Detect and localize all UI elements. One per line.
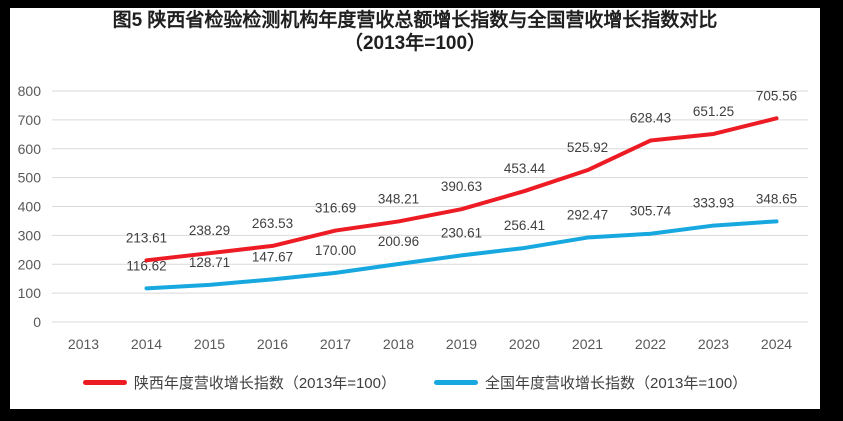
y-axis-tick-label: 300 (18, 227, 42, 243)
x-axis-tick-label: 2016 (257, 336, 288, 352)
data-label-national: 200.96 (378, 234, 419, 249)
data-label-shaanxi: 628.43 (630, 111, 671, 126)
y-axis-tick-label: 700 (18, 112, 42, 128)
y-axis-tick-label: 200 (18, 256, 42, 272)
x-axis-tick-label: 2020 (509, 336, 540, 352)
x-axis-tick-label: 2023 (698, 336, 729, 352)
y-axis-tick-label: 100 (18, 285, 42, 301)
legend-item-shaanxi: 陕西年度营收增长指数（2013年=100） (82, 372, 396, 393)
y-axis-tick-label: 800 (18, 83, 42, 99)
x-axis-tick-label: 2024 (761, 336, 792, 352)
chart-title: 图5 陕西省检验检测机构年度营收总额增长指数与全国营收增长指数对比 （2013年… (10, 9, 820, 55)
series-line-national (144, 219, 779, 291)
x-axis-tick-label: 2015 (194, 336, 225, 352)
data-label-national: 128.71 (189, 255, 230, 270)
x-axis-tick-label: 2014 (131, 336, 162, 352)
data-label-shaanxi: 238.29 (189, 223, 230, 238)
data-label-national: 305.74 (630, 204, 672, 219)
legend-label-national: 全国年度营收增长指数（2013年=100） (485, 374, 748, 392)
data-label-national: 230.61 (441, 225, 482, 240)
legend-swatch-national (434, 379, 478, 385)
data-label-national: 116.62 (126, 258, 166, 273)
data-label-national: 333.93 (693, 196, 734, 211)
x-axis-tick-label: 2019 (446, 336, 477, 352)
series-line-shaanxi (144, 116, 779, 263)
x-axis-tick-label: 2018 (383, 336, 414, 352)
y-axis-tick-label: 500 (18, 170, 42, 186)
x-axis-tick-label: 2013 (68, 336, 99, 352)
data-label-shaanxi: 651.25 (693, 104, 734, 119)
y-axis-tick-label: 400 (18, 199, 42, 215)
x-axis-tick-label: 2017 (320, 336, 351, 352)
chart-title-line2: （2013年=100） (343, 33, 487, 54)
legend-item-national: 全国年度营收增长指数（2013年=100） (434, 372, 747, 393)
data-label-national: 256.41 (504, 218, 545, 233)
legend: 陕西年度营收增长指数（2013年=100） 全国年度营收增长指数（2013年=1… (10, 371, 820, 393)
data-label-national: 147.67 (252, 249, 293, 264)
chart-canvas (10, 8, 820, 409)
legend-swatch-shaanxi (82, 379, 127, 385)
x-axis-tick-label: 2021 (572, 336, 603, 352)
y-axis-tick-label: 600 (18, 141, 42, 157)
y-axis-tick-label: 0 (33, 314, 41, 330)
data-label-shaanxi: 263.53 (252, 216, 293, 231)
x-axis-tick-label: 2022 (635, 336, 666, 352)
data-label-shaanxi: 453.44 (504, 161, 546, 176)
data-label-national: 292.47 (567, 208, 608, 223)
data-label-national: 170.00 (315, 243, 356, 258)
data-label-shaanxi: 348.21 (378, 191, 419, 206)
data-label-national: 348.65 (756, 191, 797, 206)
data-label-shaanxi: 316.69 (315, 201, 356, 216)
legend-label-shaanxi: 陕西年度营收增长指数（2013年=100） (133, 374, 396, 392)
data-label-shaanxi: 525.92 (567, 140, 608, 155)
data-label-shaanxi: 213.61 (126, 230, 167, 245)
chart-title-line1: 图5 陕西省检验检测机构年度营收总额增长指数与全国营收增长指数对比 (112, 10, 718, 31)
data-label-shaanxi: 390.63 (441, 179, 482, 194)
data-label-shaanxi: 705.56 (756, 88, 797, 103)
